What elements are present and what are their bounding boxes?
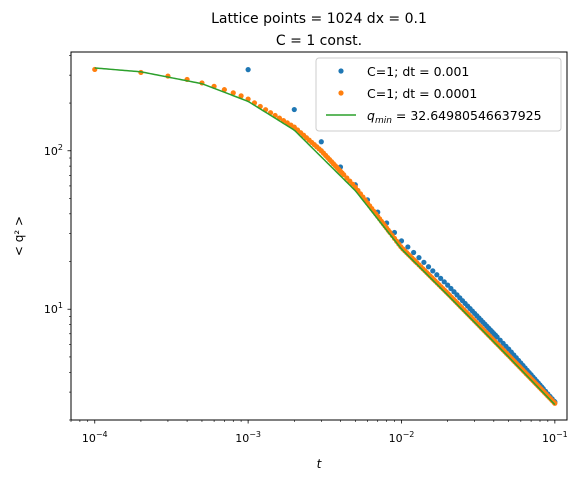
legend-marker-dt-0.001 xyxy=(338,68,343,73)
data-point xyxy=(319,139,324,144)
x-tick-label: 10−4 xyxy=(82,430,108,445)
data-point xyxy=(426,264,431,269)
data-point xyxy=(246,67,251,72)
y-tick-label: 101 xyxy=(44,301,63,316)
legend-label-dt-0.001: C=1; dt = 0.001 xyxy=(367,64,469,79)
data-point xyxy=(292,107,297,112)
x-tick-label: 10−3 xyxy=(235,430,261,445)
data-point xyxy=(421,260,426,265)
x-tick-label: 10−1 xyxy=(542,430,568,445)
data-point xyxy=(430,268,435,273)
y-tick-label: 102 xyxy=(44,143,63,158)
x-tick-label: 10−2 xyxy=(389,430,415,445)
chart-title-line2: C = 1 const. xyxy=(276,33,362,49)
legend-marker-dt-0.0001 xyxy=(338,90,343,95)
y-axis-label: < q² > xyxy=(12,216,26,256)
legend: C=1; dt = 0.001 C=1; dt = 0.0001 qmin = … xyxy=(316,58,561,131)
chart-title-line1: Lattice points = 1024 dx = 0.1 xyxy=(211,11,427,27)
data-point xyxy=(434,272,439,277)
legend-label-dt-0.0001: C=1; dt = 0.0001 xyxy=(367,86,477,101)
x-axis-label: t xyxy=(317,457,323,471)
